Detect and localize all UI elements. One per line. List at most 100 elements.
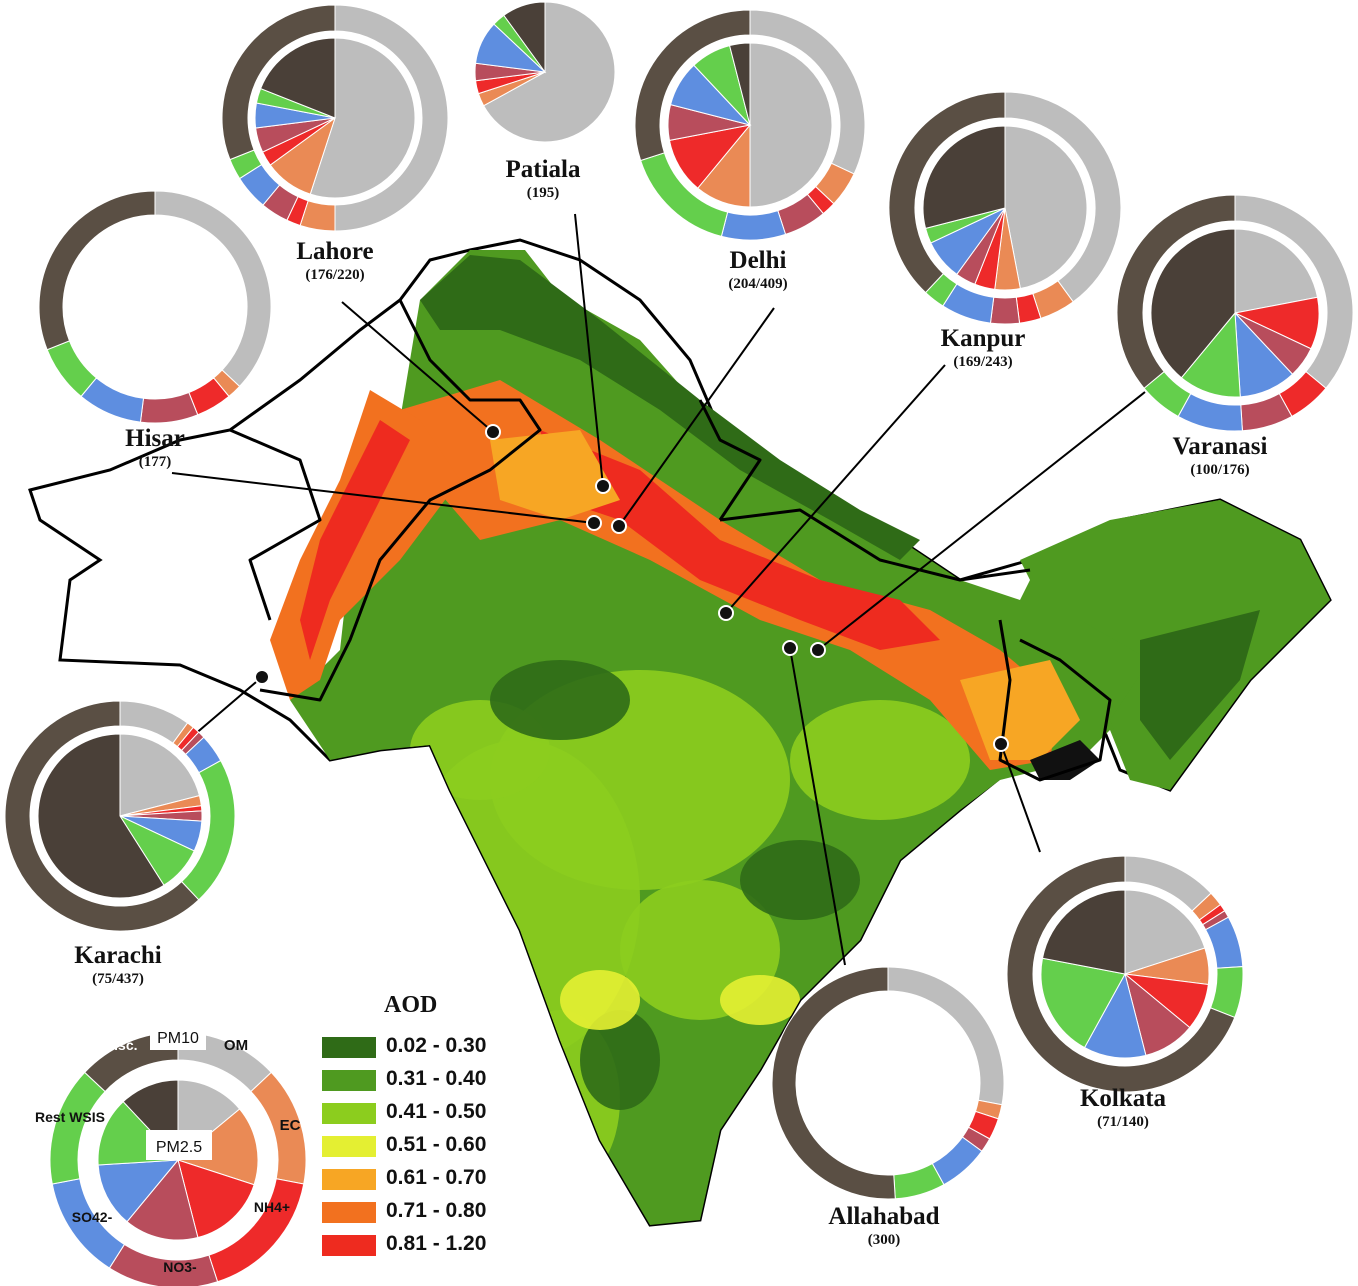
leader-line-allahabad — [789, 647, 846, 966]
city-label-patiala: Patiala (195) — [506, 156, 581, 202]
city-sample-count: (177) — [138, 453, 172, 470]
inner-slice-Misc — [922, 125, 1006, 230]
inner-slice-SO4 — [1083, 972, 1147, 1059]
key-label-misc: Misc. — [102, 1037, 137, 1053]
donut-hisar — [38, 190, 272, 424]
outer-slice-Misc — [771, 966, 896, 1200]
legend-swatch — [322, 1103, 376, 1124]
city-label-kanpur: Kanpur (169/243) — [941, 325, 1026, 371]
city-sample-count: (169/243) — [953, 353, 1013, 370]
key-label-no3: NO3- — [163, 1259, 197, 1275]
aod-patch — [790, 700, 970, 820]
bengal-edge — [960, 660, 1080, 760]
legend-label: 0.81 - 1.20 — [386, 1232, 487, 1255]
igp-edge — [490, 430, 620, 520]
legend-swatch — [322, 1169, 376, 1190]
nepal-border-s — [719, 508, 1031, 582]
key-label-om: OM — [224, 1037, 248, 1054]
indus-peak — [300, 420, 410, 660]
key-donut: Misc. OM EC NH4+ NO3- SO42- Rest WSIS PM10 PM2.5 — [35, 1022, 307, 1286]
leader-line-varanasi — [817, 391, 1146, 651]
city-name: Karachi — [74, 942, 162, 969]
inner-slice-NH4 — [177, 1159, 255, 1239]
outer-slice-NO3 — [139, 391, 199, 424]
leader-line-delhi — [618, 307, 775, 527]
aod-patch — [720, 975, 800, 1025]
donut-delhi — [634, 9, 866, 241]
donut-allahabad — [771, 966, 1005, 1200]
outer-slice-SO4 — [720, 209, 787, 241]
legend-label: 0.41 - 0.50 — [386, 1100, 487, 1123]
city-label-delhi: Delhi (204/409) — [728, 247, 787, 293]
city-marker-hisar — [586, 515, 602, 531]
legend-swatch — [322, 1235, 376, 1256]
city-name: Kanpur — [940, 325, 1026, 352]
inner-slice-Misc — [37, 733, 165, 899]
legend-label: 0.31 - 0.40 — [386, 1067, 487, 1090]
city-label-karachi: Karachi (75/437) — [74, 942, 162, 988]
inner-slice-EC — [176, 1108, 259, 1186]
leader-lines — [171, 213, 1146, 966]
nepal-border-w — [698, 399, 762, 521]
inner-slice-OM — [1124, 889, 1206, 975]
inner-slice-Misc — [503, 1, 546, 74]
outer-slice-NO3 — [989, 296, 1021, 325]
leader-line-kolkata — [1000, 743, 1041, 853]
outer-slice-Misc — [634, 9, 751, 162]
city-name: Kolkata — [1079, 1085, 1167, 1112]
inner-slice-Misc — [259, 37, 336, 119]
aod-patch — [490, 660, 630, 740]
inner-slice-NO3 — [126, 1158, 199, 1241]
city-name: Hisar — [125, 425, 185, 452]
city-name: Patiala — [505, 156, 581, 183]
city-marker-patiala — [595, 478, 611, 494]
south-asia-aod-map — [28, 238, 1332, 1227]
inner-slice-OM — [309, 37, 416, 199]
legend-swatch — [322, 1070, 376, 1091]
legend-label: 0.61 - 0.70 — [386, 1166, 487, 1189]
donut-patiala — [474, 1, 616, 143]
inner-slice-SO4 — [97, 1159, 180, 1223]
outer-slice-OM — [887, 966, 1005, 1106]
aod-patch — [560, 970, 640, 1030]
donut-kolkata — [1006, 855, 1244, 1093]
legend-label: 0.51 - 0.60 — [386, 1133, 487, 1156]
outer-slice-Misc — [1116, 194, 1236, 389]
outer-slice-Misc — [888, 91, 1006, 294]
inner-slice-OM — [749, 42, 833, 208]
city-marker-lahore — [485, 424, 501, 440]
inner-slice-OM — [482, 1, 616, 143]
city-sample-count: (176/220) — [305, 266, 365, 283]
inner-slice-RestWSIS — [1040, 957, 1126, 1049]
city-marker-kanpur — [718, 605, 734, 621]
pm10-box — [150, 1022, 206, 1050]
city-name: Varanasi — [1172, 433, 1268, 460]
city-label-lahore: Lahore (176/220) — [296, 238, 373, 284]
key-label-pm10: PM10 — [157, 1030, 199, 1047]
city-marker-karachi — [254, 669, 270, 685]
city-name: Lahore — [296, 238, 374, 265]
outer-slice-Misc — [38, 190, 156, 351]
outer-slice-Misc — [4, 700, 200, 932]
donut-karachi — [4, 700, 236, 932]
city-label-allahabad: Allahabad (300) — [828, 1203, 939, 1249]
outer-slice-Misc — [1006, 855, 1236, 1093]
northeast-dark — [1140, 610, 1260, 760]
city-sample-count: (300) — [867, 1231, 901, 1248]
donut-kanpur — [888, 91, 1122, 325]
city-marker-allahabad — [782, 640, 798, 656]
key-label-nh4: NH4+ — [254, 1199, 290, 1215]
afghan-border — [229, 428, 322, 621]
city-marker-varanasi — [810, 642, 826, 658]
city-label-kolkata: Kolkata (71/140) — [1080, 1085, 1166, 1131]
donut-varanasi — [1116, 194, 1354, 432]
aod-patch — [740, 840, 860, 920]
key-label-pm25: PM2.5 — [156, 1139, 202, 1156]
inner-slice-Misc — [728, 42, 751, 126]
bangladesh-border — [998, 619, 1112, 782]
city-name: Allahabad — [828, 1203, 940, 1230]
leader-line-hisar — [171, 472, 595, 524]
key-label-restwsis: Rest WSIS — [35, 1109, 105, 1125]
